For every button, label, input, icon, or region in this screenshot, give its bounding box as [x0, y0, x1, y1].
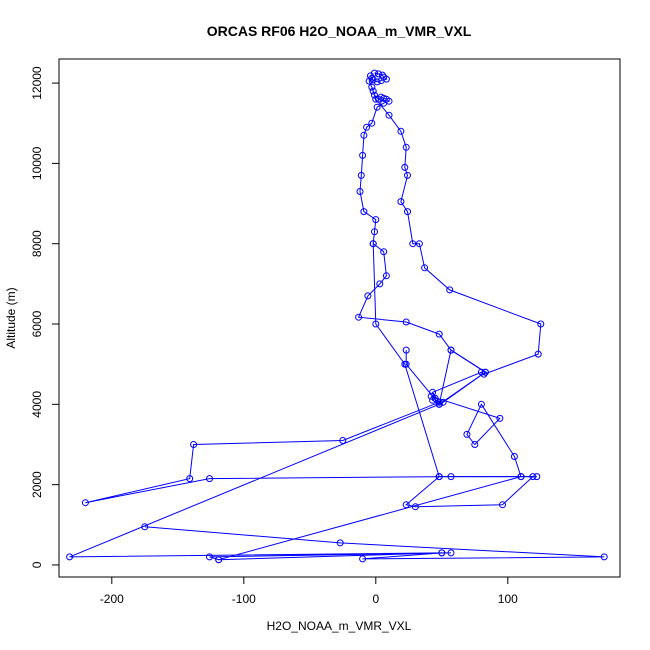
data-point — [533, 473, 541, 481]
y-tick-label: 6000 — [30, 310, 44, 337]
data-point — [401, 163, 409, 171]
y-tick-label: 10000 — [30, 146, 44, 180]
data-point — [190, 441, 198, 448]
data-point — [339, 437, 347, 444]
data-point — [372, 95, 380, 103]
data-point — [377, 77, 385, 85]
x-tick-label: 0 — [372, 592, 379, 606]
data-point — [402, 143, 410, 151]
data-point — [364, 292, 372, 300]
data-point — [371, 228, 378, 236]
data-point — [447, 549, 455, 557]
data-point — [397, 198, 405, 206]
data-point — [380, 248, 388, 256]
y-tick-label: 0 — [30, 561, 44, 568]
data-point — [537, 320, 545, 328]
data-point — [499, 501, 506, 509]
data-point — [363, 123, 371, 131]
data-point — [369, 87, 377, 95]
data-point — [357, 171, 365, 179]
data-point — [534, 350, 542, 358]
data-point — [435, 330, 443, 338]
data-point — [421, 264, 429, 272]
x-tick-label: -100 — [232, 592, 256, 606]
data-point — [477, 400, 485, 408]
data-point — [336, 539, 344, 547]
data-point — [372, 320, 380, 328]
data-point — [409, 240, 417, 248]
data-point — [385, 111, 393, 119]
data-point — [404, 171, 411, 179]
y-tick-label: 8000 — [30, 230, 44, 257]
data-point — [355, 313, 363, 321]
data-point — [404, 208, 411, 216]
y-tick-label: 12000 — [30, 66, 44, 100]
data-point — [215, 556, 223, 564]
data-point — [359, 555, 367, 563]
data-point — [356, 188, 364, 195]
x-tick-label: 100 — [498, 592, 518, 606]
series-line — [144, 526, 605, 561]
data-point — [600, 553, 608, 561]
data-point — [66, 553, 74, 561]
data-point — [376, 280, 384, 288]
data-point — [81, 499, 89, 507]
data-point — [360, 131, 368, 139]
data-point — [415, 240, 423, 248]
data-point — [371, 91, 378, 99]
data-point — [360, 208, 368, 216]
data-point — [369, 240, 377, 248]
data-point — [402, 318, 410, 326]
series-line — [69, 243, 537, 561]
data-point — [186, 475, 194, 483]
data-point — [446, 286, 454, 294]
data-point — [431, 394, 439, 402]
data-point — [496, 414, 504, 422]
x-axis-label: H2O_NOAA_m_VMR_VXL — [267, 619, 412, 633]
chart-title: ORCAS RF06 H2O_NOAA_m_VMR_VXL — [207, 23, 472, 39]
data-series — [66, 69, 608, 564]
data-point — [368, 83, 376, 91]
y-tick-label: 4000 — [30, 391, 44, 418]
data-point — [517, 473, 525, 481]
data-point — [463, 430, 471, 438]
data-point — [427, 392, 435, 400]
data-point — [510, 453, 518, 460]
data-point — [206, 553, 213, 561]
data-point — [206, 475, 213, 483]
data-point — [401, 360, 409, 368]
data-point — [373, 103, 381, 111]
data-point — [359, 151, 367, 159]
data-point — [397, 127, 405, 135]
data-point — [382, 272, 390, 280]
data-point — [435, 473, 443, 481]
data-point — [373, 78, 381, 86]
data-point — [481, 368, 489, 376]
y-axis: 0 2000 4000 6000 8000 10000 12000 — [30, 66, 60, 568]
data-point — [141, 523, 149, 531]
y-tick-label: 2000 — [30, 471, 44, 498]
data-point — [372, 216, 380, 224]
data-point — [374, 70, 382, 78]
plot-frame — [58, 58, 621, 578]
y-axis-label: Altitude (m) — [4, 287, 18, 348]
x-axis: -200 -100 0 100 — [100, 576, 518, 606]
data-point — [438, 549, 446, 557]
data-point — [402, 346, 410, 354]
data-point — [435, 400, 443, 408]
data-point — [365, 77, 373, 85]
data-point — [471, 441, 479, 448]
x-tick-label: -200 — [100, 592, 124, 606]
series-line — [85, 72, 542, 508]
data-point — [380, 99, 388, 107]
data-point — [368, 119, 376, 127]
data-point — [447, 346, 455, 354]
